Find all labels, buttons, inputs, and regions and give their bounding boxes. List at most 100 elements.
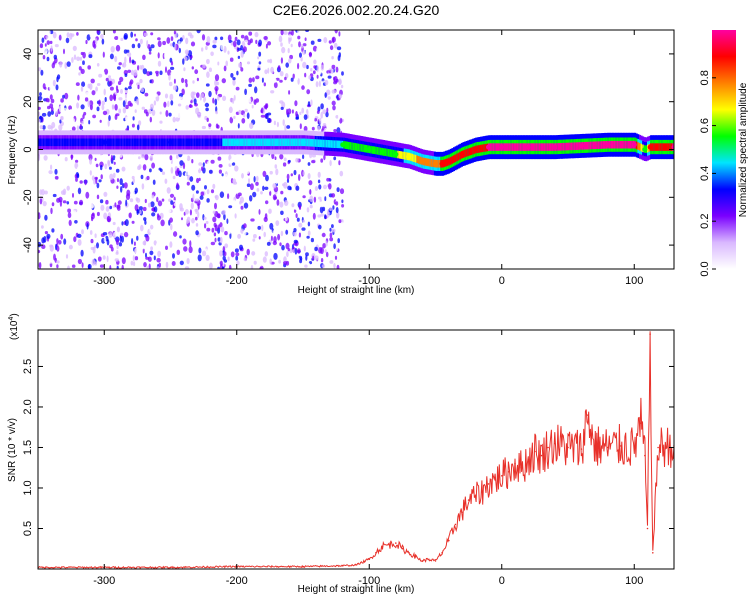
snr-y-tick-label: 1.0 [22,480,34,495]
noise-speckle [66,32,70,38]
noise-speckle [50,110,54,115]
heatmap-y-tick-label: 20 [22,96,34,108]
noise-speckle [107,247,110,251]
noise-speckle [117,66,121,70]
noise-speckle [131,123,135,128]
ridge-cell [308,138,311,147]
ridge-cell [87,138,90,147]
noise-speckle [131,238,134,245]
noise-speckle [95,163,99,168]
noise-speckle [63,238,67,245]
ridge-cell [142,138,145,147]
noise-speckle [302,50,306,55]
noise-speckle [52,79,56,87]
noise-speckle [165,66,167,73]
heatmap-x-tick-label: -200 [226,275,248,287]
noise-speckle [336,46,342,51]
noise-speckle [298,174,301,181]
noise-speckle [139,58,142,66]
snr-x-tick-label: 0 [499,575,505,587]
noise-speckle [115,168,120,173]
noise-speckle [149,116,152,123]
noise-speckle [257,56,260,60]
ridge-cell [187,138,190,147]
ridge-cell [386,148,389,157]
noise-speckle [202,250,207,257]
ridge-cell [130,138,133,147]
noise-speckle [325,251,329,258]
noise-speckle [125,81,129,89]
noise-speckle [44,214,48,221]
ridge-cell [305,138,308,147]
ridge-cell [273,138,276,147]
noise-speckle [42,201,47,207]
noise-speckle [317,38,322,43]
noise-speckle [307,230,311,236]
ridge-cell [640,143,643,152]
noise-speckle [337,238,341,244]
noise-speckle [186,216,191,223]
noise-speckle [96,182,100,189]
noise-speckle [38,111,41,116]
noise-speckle [275,168,279,176]
noise-speckle [283,31,288,35]
noise-speckle [310,67,313,72]
noise-speckle [215,123,219,129]
noise-speckle [275,33,278,38]
ridge-cell [508,143,511,151]
heatmap-x-label: Height of straight line (km) [298,285,415,296]
noise-speckle [198,247,202,254]
noise-speckle [261,224,264,231]
noise-speckle [312,169,315,173]
noise-speckle [224,243,229,249]
noise-speckle [217,156,222,161]
noise-speckle [302,154,305,160]
noise-speckle [69,260,73,265]
noise-speckle [159,111,162,115]
noise-speckle [88,154,93,161]
ridge-cell [349,142,352,150]
noise-speckle [229,57,234,62]
noise-speckle [169,193,175,198]
ridge-cell [594,141,597,150]
ridge-cell [411,153,414,162]
noise-speckle [169,233,173,241]
noise-speckle [132,229,137,234]
noise-speckle [173,30,176,35]
noise-speckle [177,113,181,119]
noise-speckle [100,181,105,187]
noise-speckle [214,237,217,243]
noise-speckle [258,39,262,47]
noise-speckle [170,167,174,174]
noise-speckle [300,43,304,49]
noise-speckle [320,103,324,110]
noise-speckle [114,114,118,120]
ridge-cell [572,142,575,151]
noise-speckle [269,190,272,196]
noise-speckle [170,72,174,76]
noise-speckle [87,65,91,70]
noise-speckle [240,34,245,39]
noise-speckle [152,179,156,185]
noise-speckle [100,34,104,39]
ridge-cell [586,141,589,150]
noise-speckle [110,46,115,53]
noise-speckle [263,82,266,87]
noise-speckle [185,171,189,176]
ridge-cell [254,138,257,147]
ridge-cell [329,140,331,148]
noise-speckle [278,259,281,264]
noise-speckle [263,231,267,238]
noise-speckle [248,77,253,83]
ridge-point [168,139,173,145]
noise-speckle [114,156,120,163]
ridge-cell [583,142,586,150]
noise-speckle [192,193,195,201]
ridge-cell [138,138,141,147]
noise-speckle [257,67,261,71]
noise-speckle [165,245,168,250]
noise-speckle [103,88,106,96]
noise-speckle [140,224,144,232]
noise-speckle [210,51,214,57]
noise-speckle [264,251,268,257]
